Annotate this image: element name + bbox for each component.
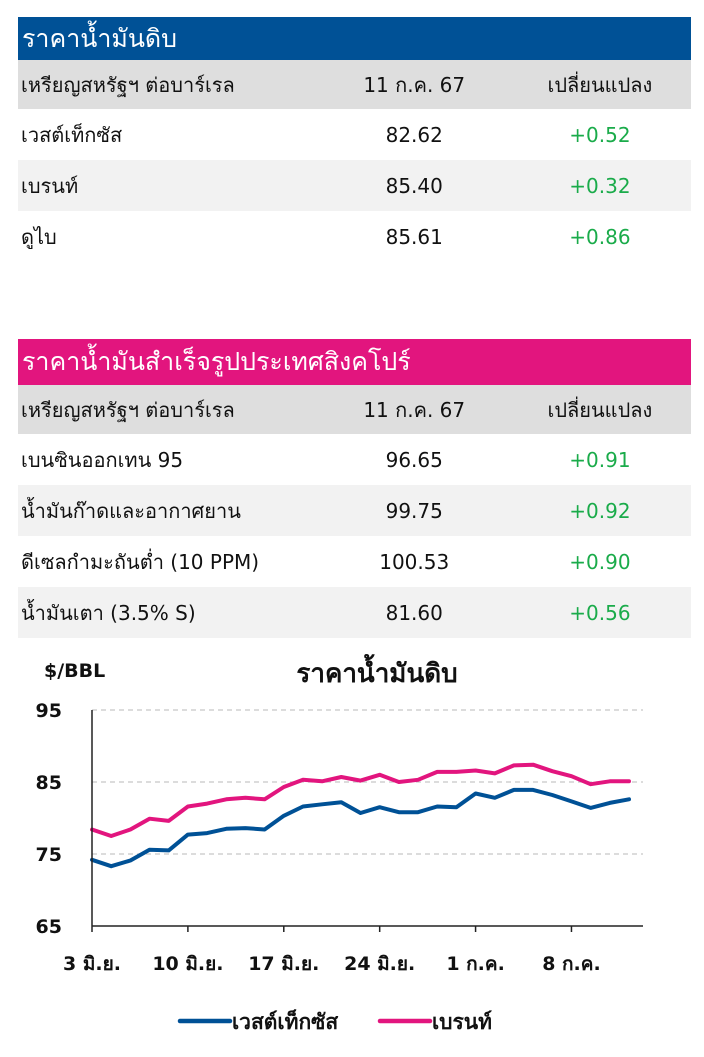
y-tick-label: 65: [36, 916, 62, 938]
oil-change: +0.56: [569, 600, 631, 625]
header-change: เปลี่ยนแปลง: [547, 72, 653, 97]
oil-price: 82.62: [385, 122, 443, 147]
table-header-row: เหรียญสหรัฐฯ ต่อบาร์เรล 11 ก.ค. 67 เปลี่…: [18, 385, 691, 434]
oil-name: น้ำมันเตา (3.5% S): [21, 600, 196, 625]
data-series: [90, 762, 631, 869]
oil-price: 85.61: [385, 224, 443, 249]
x-tick-label: 10 มิ.ย.: [152, 953, 223, 975]
x-axis-ticks: 3 มิ.ย. 10 มิ.ย. 17 มิ.ย. 24 มิ.ย. 1 ก.ค. 8 ก…: [63, 926, 601, 975]
y-tick-label: 95: [36, 700, 62, 722]
series-line: [90, 762, 631, 838]
x-tick-label: 3 มิ.ย.: [63, 953, 121, 975]
oil-price: 100.53: [379, 549, 450, 574]
table-row: เบรนท์ 85.40 +0.32: [18, 160, 691, 211]
oil-change: +0.92: [569, 498, 631, 523]
header-date: 11 ก.ค. 67: [363, 72, 466, 97]
oil-name: น้ำมันก๊าดและอากาศยาน: [21, 498, 241, 523]
y-tick-label: 75: [36, 844, 62, 866]
table-row: น้ำมันก๊าดและอากาศยาน 99.75 +0.92: [18, 485, 691, 536]
table-row: ดีเซลกำมะถันต่ำ (10 PPM) 100.53 +0.90: [18, 536, 691, 587]
oil-name: เบรนท์: [21, 173, 79, 198]
oil-name: เวสต์เท็กซัส: [21, 122, 123, 147]
series-line: [90, 787, 631, 869]
y-axis-unit-label: $/BBL: [44, 660, 105, 682]
header-unit: เหรียญสหรัฐฯ ต่อบาร์เรล: [21, 397, 235, 422]
refined-oil-table-title: ราคาน้ำมันสำเร็จรูปประเทศสิงคโปร์: [18, 339, 691, 385]
y-axis-ticks: 95 85 75 65: [36, 700, 62, 938]
x-tick-label: 1 ก.ค.: [446, 953, 504, 975]
x-tick-label: 8 ก.ค.: [542, 953, 600, 975]
table-header-row: เหรียญสหรัฐฯ ต่อบาร์เรล 11 ก.ค. 67 เปลี่…: [18, 60, 691, 109]
x-tick-label: 24 มิ.ย.: [344, 953, 415, 975]
header-change: เปลี่ยนแปลง: [547, 397, 653, 422]
oil-name: ดูไบ: [21, 224, 57, 249]
refined-oil-table: ราคาน้ำมันสำเร็จรูปประเทศสิงคโปร์ เหรียญ…: [18, 339, 691, 638]
oil-change: +0.90: [569, 549, 631, 574]
table-row: ดูไบ 85.61 +0.86: [18, 211, 691, 262]
oil-change: +0.52: [569, 122, 631, 147]
axes: [91, 710, 643, 927]
y-tick-label: 85: [36, 772, 62, 794]
oil-change: +0.32: [569, 173, 631, 198]
table-row: น้ำมันเตา (3.5% S) 81.60 +0.56: [18, 587, 691, 638]
oil-change: +0.86: [569, 224, 631, 249]
oil-price: 81.60: [385, 600, 443, 625]
crude-oil-price-chart: $/BBL ราคาน้ำมันดิบ 95 85 75 65 3 มิ.ย. 10 ม…: [36, 653, 643, 1034]
gridlines: [92, 709, 643, 855]
oil-price: 85.40: [385, 173, 443, 198]
oil-change: +0.91: [569, 447, 631, 472]
oil-price: 96.65: [385, 447, 443, 472]
chart-title: ราคาน้ำมันดิบ: [296, 653, 457, 689]
oil-name: ดีเซลกำมะถันต่ำ (10 PPM): [21, 549, 260, 574]
table-row: เบนซินออกเทน 95 96.65 +0.91: [18, 434, 691, 485]
crude-oil-table-title: ราคาน้ำมันดิบ: [18, 17, 691, 60]
x-tick-label: 17 มิ.ย.: [248, 953, 319, 975]
crude-oil-table: ราคาน้ำมันดิบ เหรียญสหรัฐฯ ต่อบาร์เรล 11…: [18, 17, 691, 262]
header-unit: เหรียญสหรัฐฯ ต่อบาร์เรล: [21, 72, 235, 97]
oil-name: เบนซินออกเทน 95: [21, 447, 184, 472]
header-date: 11 ก.ค. 67: [363, 397, 466, 422]
table-row: เวสต์เท็กซัส 82.62 +0.52: [18, 109, 691, 160]
oil-price: 99.75: [385, 498, 443, 523]
legend-label: เบรนท์: [432, 1010, 492, 1034]
legend-label: เวสต์เท็กซัส: [232, 1008, 338, 1034]
legend: เวสต์เท็กซัส เบรนท์: [177, 1008, 492, 1034]
